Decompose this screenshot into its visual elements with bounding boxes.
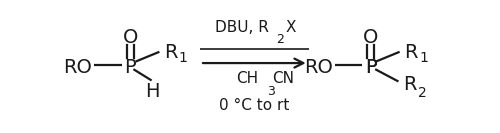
Text: 0 °C to rt: 0 °C to rt (219, 98, 290, 113)
Text: H: H (146, 82, 160, 101)
Text: CN: CN (272, 71, 294, 86)
Text: X: X (286, 20, 296, 35)
Text: 1: 1 (179, 51, 188, 65)
Text: R: R (403, 75, 416, 94)
Text: 3: 3 (267, 85, 275, 98)
Text: CH: CH (236, 71, 258, 86)
Text: O: O (363, 28, 378, 47)
Text: 2: 2 (418, 86, 426, 100)
Text: 2: 2 (276, 34, 284, 47)
Text: P: P (365, 58, 376, 77)
Text: RO: RO (304, 58, 332, 77)
Text: RO: RO (64, 58, 92, 77)
Text: DBU, R: DBU, R (215, 20, 269, 35)
Text: R: R (404, 43, 418, 62)
Text: P: P (124, 58, 136, 77)
Text: P: P (365, 58, 376, 77)
Text: R: R (164, 43, 177, 62)
Text: 1: 1 (419, 51, 428, 65)
Text: O: O (122, 28, 138, 47)
